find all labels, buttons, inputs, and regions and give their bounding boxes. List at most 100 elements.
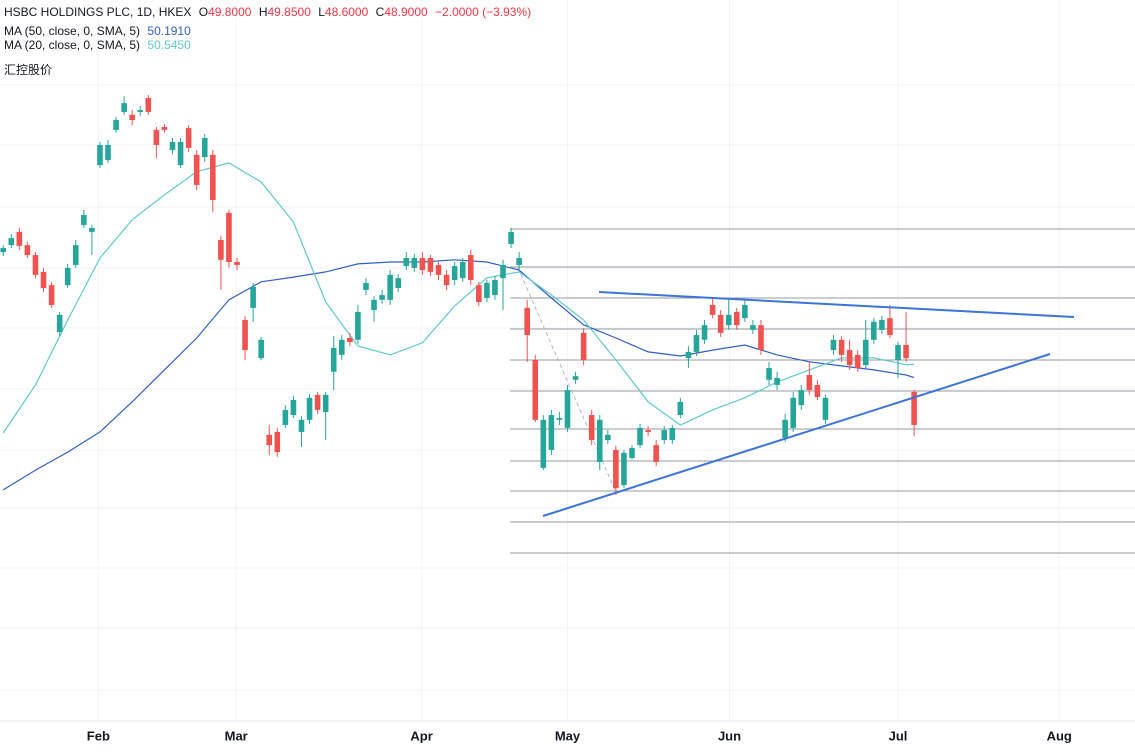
candle-body [266,434,273,446]
candle-body [548,415,555,450]
ohlc-key: L [318,5,325,19]
candle-body [145,97,152,112]
candle-body [564,390,571,428]
candle-body [250,286,256,308]
candle-body [596,419,603,463]
candle-body [24,245,31,256]
time-axis: Feb Mar Apr May Jun Jul Aug [87,728,1072,743]
ohlc-value: 48.6000 [325,5,369,19]
dashed-line [517,267,616,491]
legend-entry: MA (50, close, 0, SMA, 5) 50.1910 [4,24,191,38]
candle-body [427,257,434,272]
candle-body [411,257,418,268]
candle-body [395,278,402,289]
candle-body [556,417,563,420]
drawing-levels [510,228,1135,554]
ohlc-value: 49.8000 [208,5,252,19]
candle-body [685,351,692,359]
candle-body [774,377,780,385]
ohlc-value: 48.9000 [384,5,428,19]
candle-body [637,427,643,446]
candle-body [766,368,772,380]
change: −2.0000 (−3.93%) [435,5,531,19]
candle-body [435,264,442,275]
candle-body [193,154,200,185]
candle-body [169,142,176,151]
x-tick-label: Apr [410,728,432,743]
candle-body [234,262,240,265]
candle-body [137,110,144,112]
candle-body [725,314,732,326]
candle-body [879,320,885,330]
candle-body [56,314,63,333]
x-tick-label: Mar [225,728,248,743]
candle-body [701,325,708,340]
candle-body [314,394,321,410]
candle-body [81,215,87,225]
moving-average-line [2,162,915,434]
candle-body [467,255,474,280]
candle-body [854,354,861,369]
candle-body [451,266,458,280]
candle-body [895,344,901,360]
x-tick-label: Feb [87,728,110,743]
ohlc-key: C [376,5,385,19]
candle-body [113,120,119,130]
candle-body [871,321,877,340]
candle-body [403,257,410,267]
candle-body [161,126,168,130]
ohlc-key: O [199,5,208,19]
candle-body [782,419,788,438]
header: HSBC HOLDINGS PLC, 1D, HKEX O49.8000 H49… [4,5,531,19]
candle-body [443,274,450,286]
candle-body [830,339,837,351]
candle-body [540,419,547,468]
resistance-line [598,291,1075,318]
candle-body [742,304,748,319]
candle-body [750,325,756,330]
candle-body [72,245,79,265]
candle-body [97,144,103,166]
candle-body [258,339,264,359]
candle-body [105,144,111,160]
candle-body [613,449,619,489]
candle-body [419,257,426,271]
candle-body [621,452,627,486]
candle-body [588,415,595,440]
legend-value: 50.5450 [147,38,191,52]
candle-body [677,401,684,416]
legend-name: MA (20, close, 0, SMA, 5) [4,38,140,52]
candle-body [282,409,289,425]
candle-body [306,397,313,420]
x-tick-label: Jun [718,728,741,743]
candle-body [838,339,845,355]
candle-body [363,282,369,290]
candle-body [129,114,136,120]
candle-body [347,337,353,343]
candle-body [814,384,821,398]
candle-body [798,390,805,406]
candle-body [330,347,337,372]
support-line [542,353,1051,517]
candle-body [0,248,7,253]
candle-body [758,325,764,351]
x-tick-label: Aug [1047,728,1072,743]
candle-body [322,394,329,413]
ohlc-key: H [259,5,268,19]
candle-body [806,375,813,391]
legend-name: MA (50, close, 0, SMA, 5) [4,24,140,38]
candle-body [605,434,611,440]
candle-body [500,264,506,279]
candle-body [459,262,466,279]
candle-body [661,430,668,440]
candle-body [733,311,740,326]
candle-body [379,295,385,300]
candle-body [48,285,55,305]
candle-body [355,311,361,340]
candle-body [862,339,869,366]
x-tick-label: May [555,728,581,743]
candle-body [32,255,39,275]
candle-body [64,267,71,286]
candle-body [669,427,676,440]
